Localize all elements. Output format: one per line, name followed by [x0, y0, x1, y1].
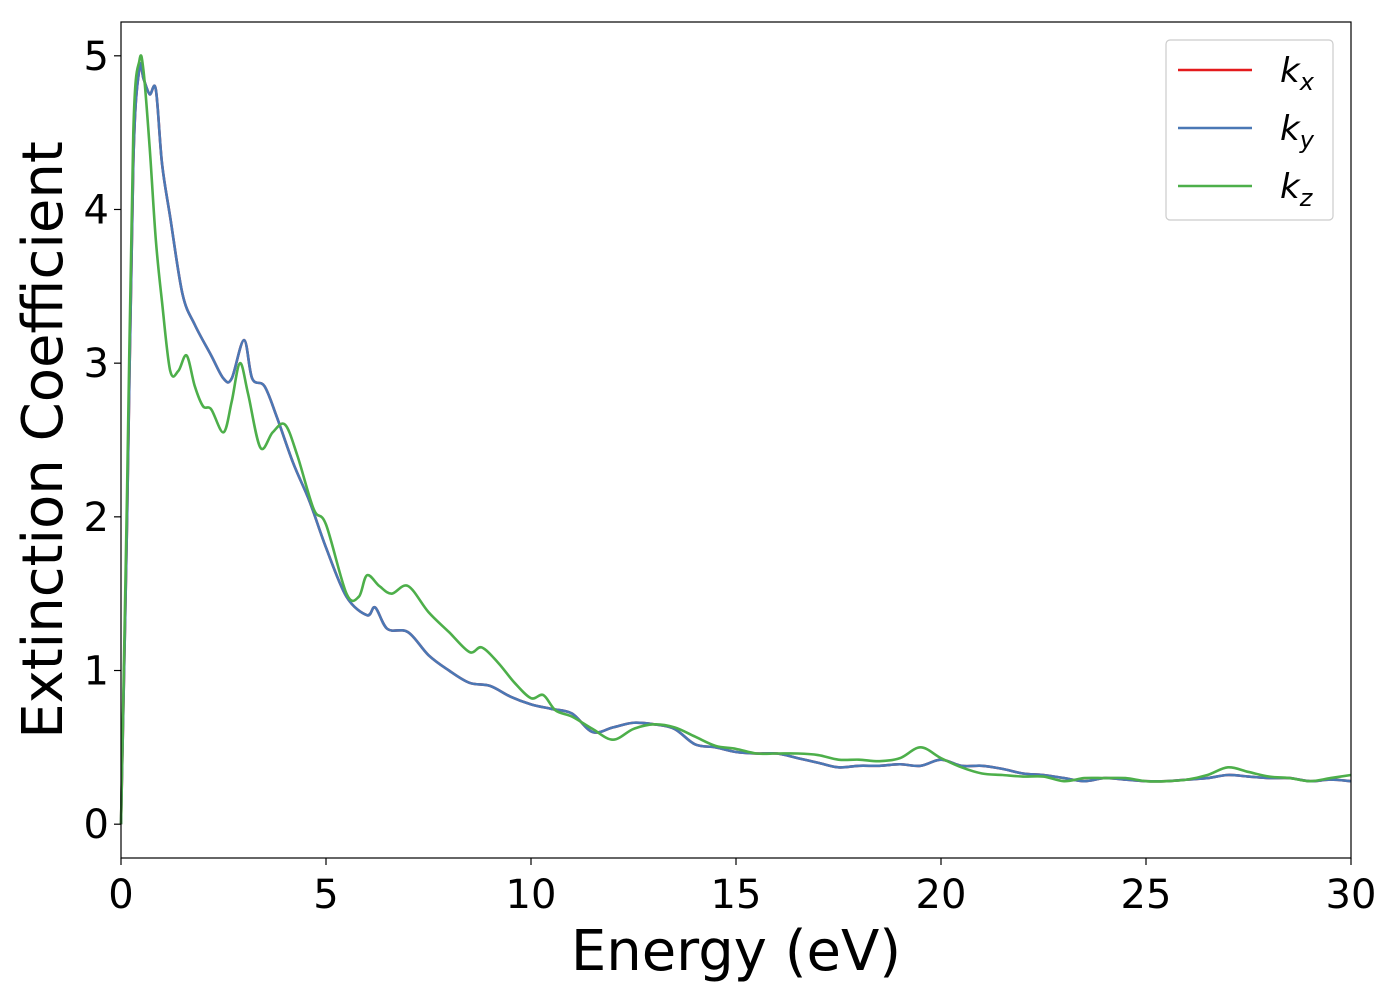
x-axis-ticks: 0 5 10 15 20 25 30	[108, 858, 1376, 918]
x-tick-label: 0	[108, 872, 133, 918]
legend-label: kx	[1280, 51, 1315, 96]
x-axis-title: Energy (eV)	[571, 919, 901, 984]
legend-label-subscript: x	[1299, 68, 1315, 96]
legend-label: kz	[1280, 167, 1314, 212]
y-axis-ticks: 0 1 2 3 4 5	[84, 34, 121, 848]
legend-label-subscript: z	[1299, 184, 1314, 212]
x-tick-label: 15	[711, 872, 762, 918]
x-tick-label: 10	[506, 872, 557, 918]
y-tick-label: 0	[84, 802, 109, 848]
legend-label-base: k	[1280, 109, 1301, 149]
y-tick-label: 5	[84, 34, 109, 80]
legend-label: ky	[1280, 109, 1315, 154]
legend-box	[1165, 39, 1334, 221]
y-tick-label: 4	[84, 187, 109, 233]
legend-label-base: k	[1280, 167, 1301, 207]
y-tick-label: 3	[84, 341, 109, 387]
x-tick-label: 30	[1326, 872, 1377, 918]
y-tick-label: 2	[84, 495, 109, 541]
plot-lines	[119, 54, 1352, 825]
x-tick-label: 25	[1121, 872, 1172, 918]
legend-label-subscript: y	[1299, 126, 1315, 154]
legend-label-base: k	[1280, 51, 1301, 91]
y-tick-label: 1	[84, 649, 109, 695]
y-axis-title: Extinction Coefficient	[11, 141, 76, 739]
x-tick-label: 5	[313, 872, 338, 918]
series-line-kz	[119, 54, 1352, 825]
x-tick-label: 20	[916, 872, 967, 918]
